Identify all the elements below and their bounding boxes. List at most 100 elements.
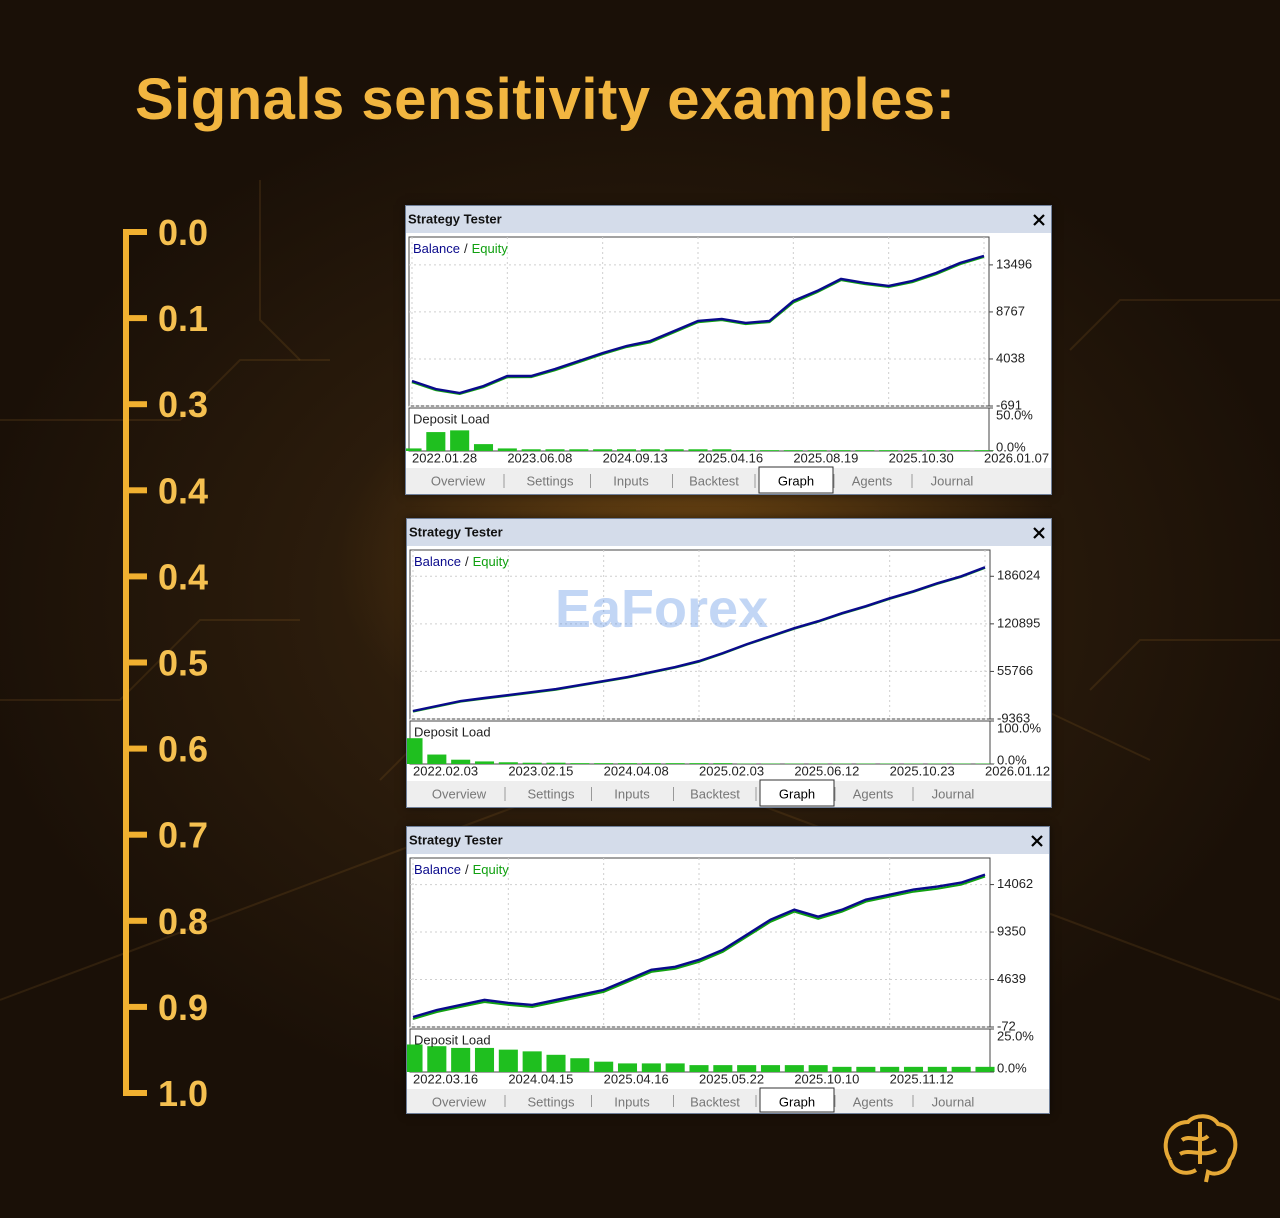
- tab[interactable]: Journal: [932, 786, 975, 801]
- tab[interactable]: Backtest: [690, 1094, 740, 1109]
- tab[interactable]: Overview: [432, 786, 487, 801]
- legend-separator: /: [464, 241, 468, 256]
- legend-entry: Balance: [414, 862, 461, 877]
- x-tick-label: 2025.02.03: [699, 763, 764, 778]
- deposit-bar: [879, 450, 899, 451]
- deposit-bar: [498, 1049, 518, 1072]
- close-button[interactable]: [1033, 214, 1045, 226]
- close-button[interactable]: [1033, 527, 1045, 539]
- title-bar: [407, 519, 1051, 546]
- scale-label: 0.7: [158, 815, 208, 856]
- active-tab[interactable]: [758, 466, 834, 494]
- legend-entry: Balance: [413, 241, 460, 256]
- legend: Balance / Equity: [413, 241, 508, 256]
- deposit-bar: [712, 449, 732, 451]
- tab[interactable]: Agents: [853, 786, 894, 801]
- x-tick-label: 2024.04.08: [604, 763, 669, 778]
- tab[interactable]: Agents: [853, 1094, 894, 1109]
- x-tick-label: 2025.10.10: [794, 1071, 859, 1086]
- deposit-bar: [593, 449, 613, 451]
- x-tick-label: 2025.04.16: [698, 450, 763, 465]
- tab[interactable]: Graph: [779, 786, 815, 801]
- y-tick-label: -9363: [997, 710, 1030, 725]
- deposit-bar: [736, 450, 756, 451]
- deposit-bar: [616, 449, 637, 451]
- tab[interactable]: Inputs: [614, 1094, 650, 1109]
- scale-label: 0.1: [158, 298, 208, 339]
- title-bar: [406, 206, 1051, 233]
- deposit-bar: [641, 763, 661, 764]
- tab[interactable]: Overview: [431, 473, 486, 488]
- deposit-bar: [713, 1065, 733, 1072]
- deposit-bar: [808, 1065, 828, 1072]
- tab[interactable]: Backtest: [690, 786, 740, 801]
- deposit-bar: [427, 1046, 447, 1072]
- deposit-bar: [784, 1065, 804, 1072]
- legend: Balance / Equity: [414, 554, 509, 569]
- x-tick-label: 2025.08.19: [793, 450, 858, 465]
- x-tick-label: 2025.11.12: [890, 1071, 954, 1086]
- deposit-bar: [497, 448, 517, 451]
- brain-icon: [1163, 1114, 1238, 1183]
- window-title: Strategy Tester: [408, 211, 502, 226]
- window-title: Strategy Tester: [409, 524, 503, 539]
- scale-tick: [123, 745, 147, 752]
- watermark: EaForex: [555, 579, 769, 639]
- tab[interactable]: Graph: [778, 473, 814, 488]
- x-tick-label: 2022.02.03: [413, 763, 478, 778]
- tab-bar: [406, 468, 1051, 494]
- deposit-bar: [807, 450, 827, 451]
- deposit-bar: [473, 444, 494, 451]
- x-tick-label: 2023.02.15: [508, 763, 573, 778]
- deposit-bar: [617, 763, 638, 764]
- tab[interactable]: Settings: [527, 473, 574, 488]
- title-bar: [407, 827, 1049, 854]
- scale-tick: [123, 1003, 147, 1010]
- scale-tick: [123, 401, 147, 408]
- tab[interactable]: Journal: [932, 1094, 975, 1109]
- tab[interactable]: Inputs: [614, 786, 650, 801]
- deposit-bar: [406, 448, 422, 451]
- deposit-bar: [855, 450, 875, 451]
- y-tick-label: -72: [997, 1018, 1016, 1033]
- tab[interactable]: Inputs: [613, 473, 649, 488]
- y-tick-label: 55766: [997, 663, 1033, 678]
- deposit-bar: [545, 449, 565, 451]
- active-tab[interactable]: [759, 1087, 835, 1113]
- tab[interactable]: Agents: [852, 473, 893, 488]
- deposit-bar: [831, 450, 851, 451]
- tab[interactable]: Settings: [528, 1094, 575, 1109]
- deposit-bar: [760, 1065, 781, 1072]
- scale-label: 0.4: [158, 470, 208, 511]
- x-tick-label: 2026.01.07: [984, 450, 1049, 465]
- deposit-frame: [408, 407, 990, 452]
- deposit-title: Deposit Load: [414, 1032, 491, 1047]
- tab-bar: [407, 781, 1051, 807]
- tab[interactable]: Journal: [931, 473, 974, 488]
- tab[interactable]: Graph: [779, 1094, 815, 1109]
- plot-frame: [409, 549, 991, 720]
- deposit-bar: [713, 763, 733, 764]
- deposit-bar: [546, 762, 566, 764]
- series-line: [412, 566, 986, 713]
- tab[interactable]: Backtest: [689, 473, 739, 488]
- y-tick-label: 14062: [997, 876, 1033, 891]
- y-tick-label: -691: [996, 397, 1022, 412]
- y-tick-label: 9350: [997, 923, 1026, 938]
- tab[interactable]: Settings: [528, 786, 575, 801]
- close-button[interactable]: [1031, 835, 1043, 847]
- scale-label: 0.4: [158, 556, 208, 597]
- strategy-tester-window: Strategy Tester 2022.02.03 2023.02.15 2024.…: [406, 518, 1052, 808]
- y-tick-label: 186024: [997, 568, 1040, 583]
- y-tick-label: 4639: [997, 971, 1026, 986]
- deposit-bar: [570, 1058, 590, 1072]
- tab[interactable]: Overview: [432, 1094, 487, 1109]
- active-tab[interactable]: [759, 779, 835, 807]
- deposit-bar: [737, 1065, 757, 1072]
- scale-label: 0.0: [158, 212, 208, 253]
- scale-tick: [123, 315, 147, 322]
- deposit-bar: [951, 1066, 971, 1072]
- scale-tick: [123, 229, 147, 235]
- x-tick-label: 2024.09.13: [603, 450, 668, 465]
- deposit-bar: [759, 450, 780, 451]
